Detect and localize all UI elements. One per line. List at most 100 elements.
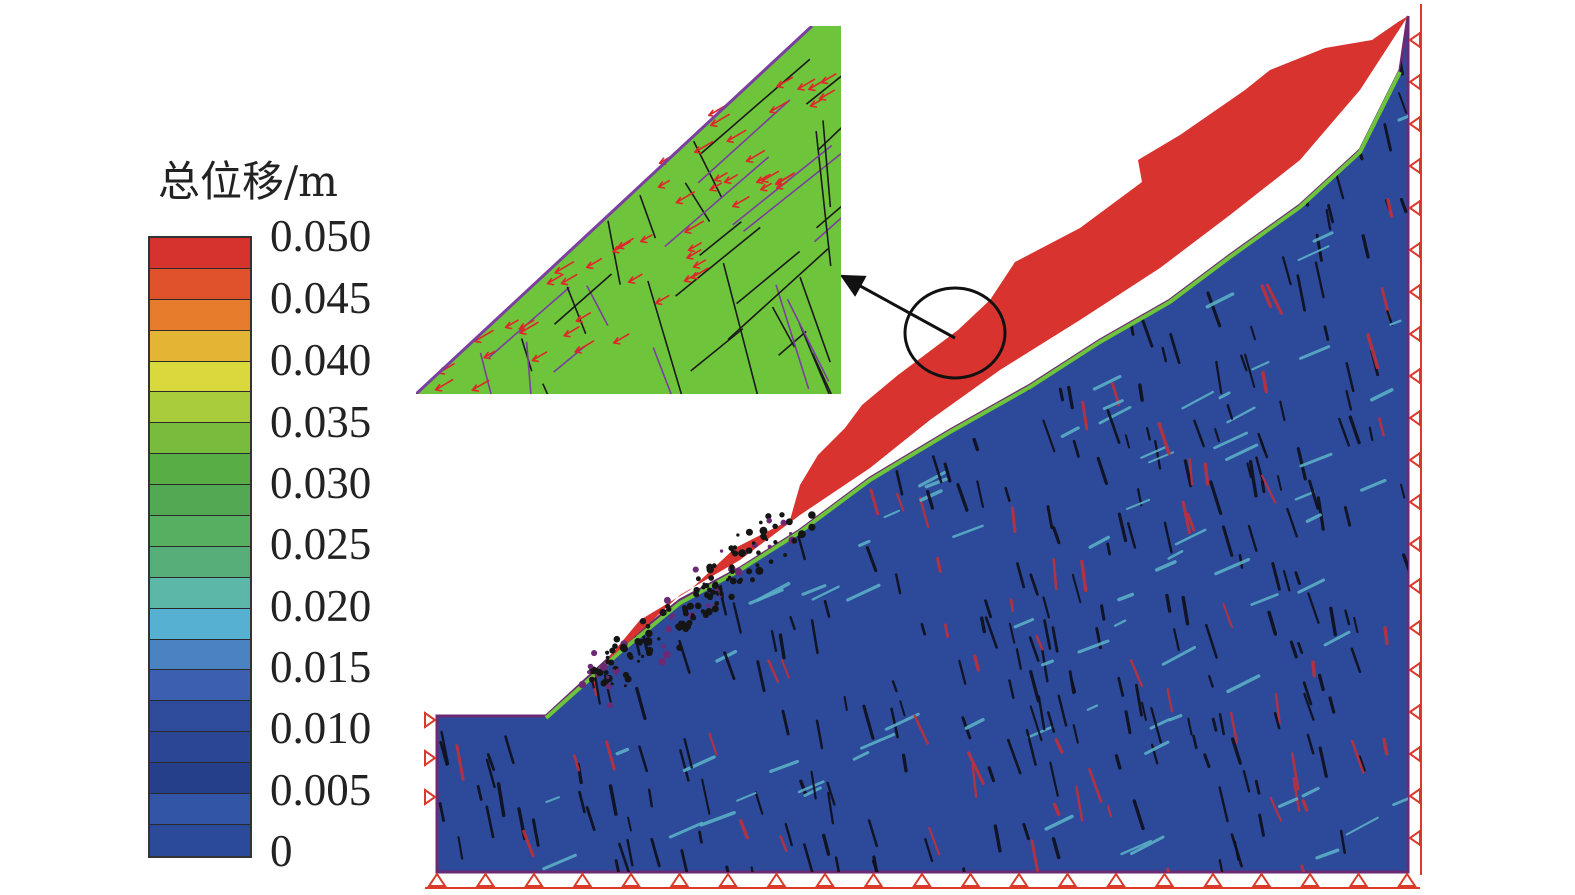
joint-segment xyxy=(709,495,718,526)
displacement-arrow xyxy=(612,333,630,345)
joint-segment xyxy=(585,427,591,450)
joint-segment xyxy=(1167,549,1184,560)
displacement-arrow xyxy=(654,294,670,306)
joint-segment xyxy=(1072,439,1080,458)
joint-segment xyxy=(1051,837,1061,860)
joint-segment xyxy=(1274,692,1281,724)
joint-segment xyxy=(842,40,849,63)
joint-segment xyxy=(1383,123,1393,152)
damage-spot xyxy=(640,654,645,658)
damage-spot xyxy=(729,568,736,575)
legend-swatch xyxy=(150,485,250,517)
joint-segment xyxy=(635,686,647,721)
support-roller xyxy=(1408,619,1421,637)
joint-segment xyxy=(522,829,535,857)
joint-segment xyxy=(1328,696,1336,714)
displacement-arrow xyxy=(818,89,835,101)
inset-joint xyxy=(786,298,830,382)
joint-segment xyxy=(1117,512,1128,543)
joint-segment xyxy=(542,853,577,871)
damage-spot xyxy=(623,684,627,688)
joint-segment xyxy=(476,390,487,418)
joint-segment xyxy=(615,747,630,756)
legend-swatch xyxy=(150,330,250,362)
joint-segment xyxy=(871,40,891,51)
joint-segment xyxy=(1046,505,1054,530)
displacement-arrow xyxy=(723,174,738,184)
support-roller xyxy=(1408,493,1421,511)
joint-segment xyxy=(1258,813,1265,837)
displacement-arrow xyxy=(612,240,632,254)
damage-spot xyxy=(745,528,753,536)
bottom-supports xyxy=(425,872,1420,889)
joint-segment xyxy=(1318,746,1328,778)
joint-segment xyxy=(1026,725,1054,739)
joint-segment xyxy=(1113,619,1127,627)
joint-segment xyxy=(442,649,458,677)
joint-segment xyxy=(614,859,622,872)
displacement-arrow xyxy=(519,321,539,335)
joint-segment xyxy=(1101,31,1110,67)
joint-segment xyxy=(924,477,948,489)
displacement-arrow xyxy=(563,326,580,338)
joint-segment xyxy=(1311,660,1316,678)
joint-segment xyxy=(1102,399,1124,411)
joint-segment xyxy=(973,654,981,672)
inset-joint xyxy=(699,221,742,256)
support-triangle xyxy=(572,872,593,887)
joint-segment xyxy=(1134,683,1143,717)
joint-segment xyxy=(784,822,793,847)
legend-tick-label: 0.020 xyxy=(270,581,372,631)
joint-segment xyxy=(992,148,999,163)
support-triangle xyxy=(912,872,932,887)
joint-segment xyxy=(1392,794,1408,807)
joint-segment xyxy=(1150,743,1159,765)
joint-segment xyxy=(1203,753,1211,769)
joint-segment xyxy=(452,499,458,512)
joint-segment xyxy=(1218,786,1229,823)
legend-swatch xyxy=(150,763,250,795)
inset-joint xyxy=(675,226,761,297)
joint-segment xyxy=(504,735,515,765)
joint-segment xyxy=(629,553,640,590)
joint-segment xyxy=(1267,610,1278,636)
support-triangle xyxy=(1057,872,1078,887)
damage-spot xyxy=(768,559,774,564)
joint-segment xyxy=(1230,737,1242,765)
legend-tick-label: 0.025 xyxy=(270,519,372,569)
joint-segment xyxy=(1204,623,1218,659)
damage-spot xyxy=(729,564,735,570)
displacement-arrow xyxy=(434,378,454,392)
joint-segment xyxy=(549,546,561,578)
joint-segment xyxy=(945,410,958,419)
joint-segment xyxy=(1057,694,1068,727)
joint-segment xyxy=(612,574,618,587)
joint-segment xyxy=(1299,452,1333,468)
joint-segment xyxy=(823,600,831,618)
damage-spot xyxy=(766,517,772,524)
damage-spot xyxy=(657,637,661,641)
damage-spot xyxy=(808,511,816,519)
joint-segment xyxy=(1144,740,1170,755)
joint-segment xyxy=(1327,203,1335,224)
joint-segment xyxy=(1292,776,1301,812)
joint-segment xyxy=(1350,647,1362,674)
damage-spot xyxy=(749,577,755,583)
joint-segment xyxy=(1106,542,1112,556)
joint-segment xyxy=(1012,177,1023,205)
joint-segment xyxy=(780,659,790,679)
damage-spot xyxy=(647,630,651,634)
displacement-arrow xyxy=(531,351,548,363)
support-triangle xyxy=(766,872,787,887)
damage-spot xyxy=(692,566,699,573)
support-roller xyxy=(1408,73,1421,91)
damage-spot xyxy=(612,643,618,649)
support-roller xyxy=(1408,325,1421,343)
joint-segment xyxy=(1271,561,1281,591)
displacement-arrow xyxy=(657,179,671,189)
support-triangle xyxy=(1251,872,1272,887)
joint-segment xyxy=(846,583,881,602)
damage-spot xyxy=(659,608,667,617)
damage-spot xyxy=(665,603,671,609)
support-triangle xyxy=(1203,872,1223,887)
